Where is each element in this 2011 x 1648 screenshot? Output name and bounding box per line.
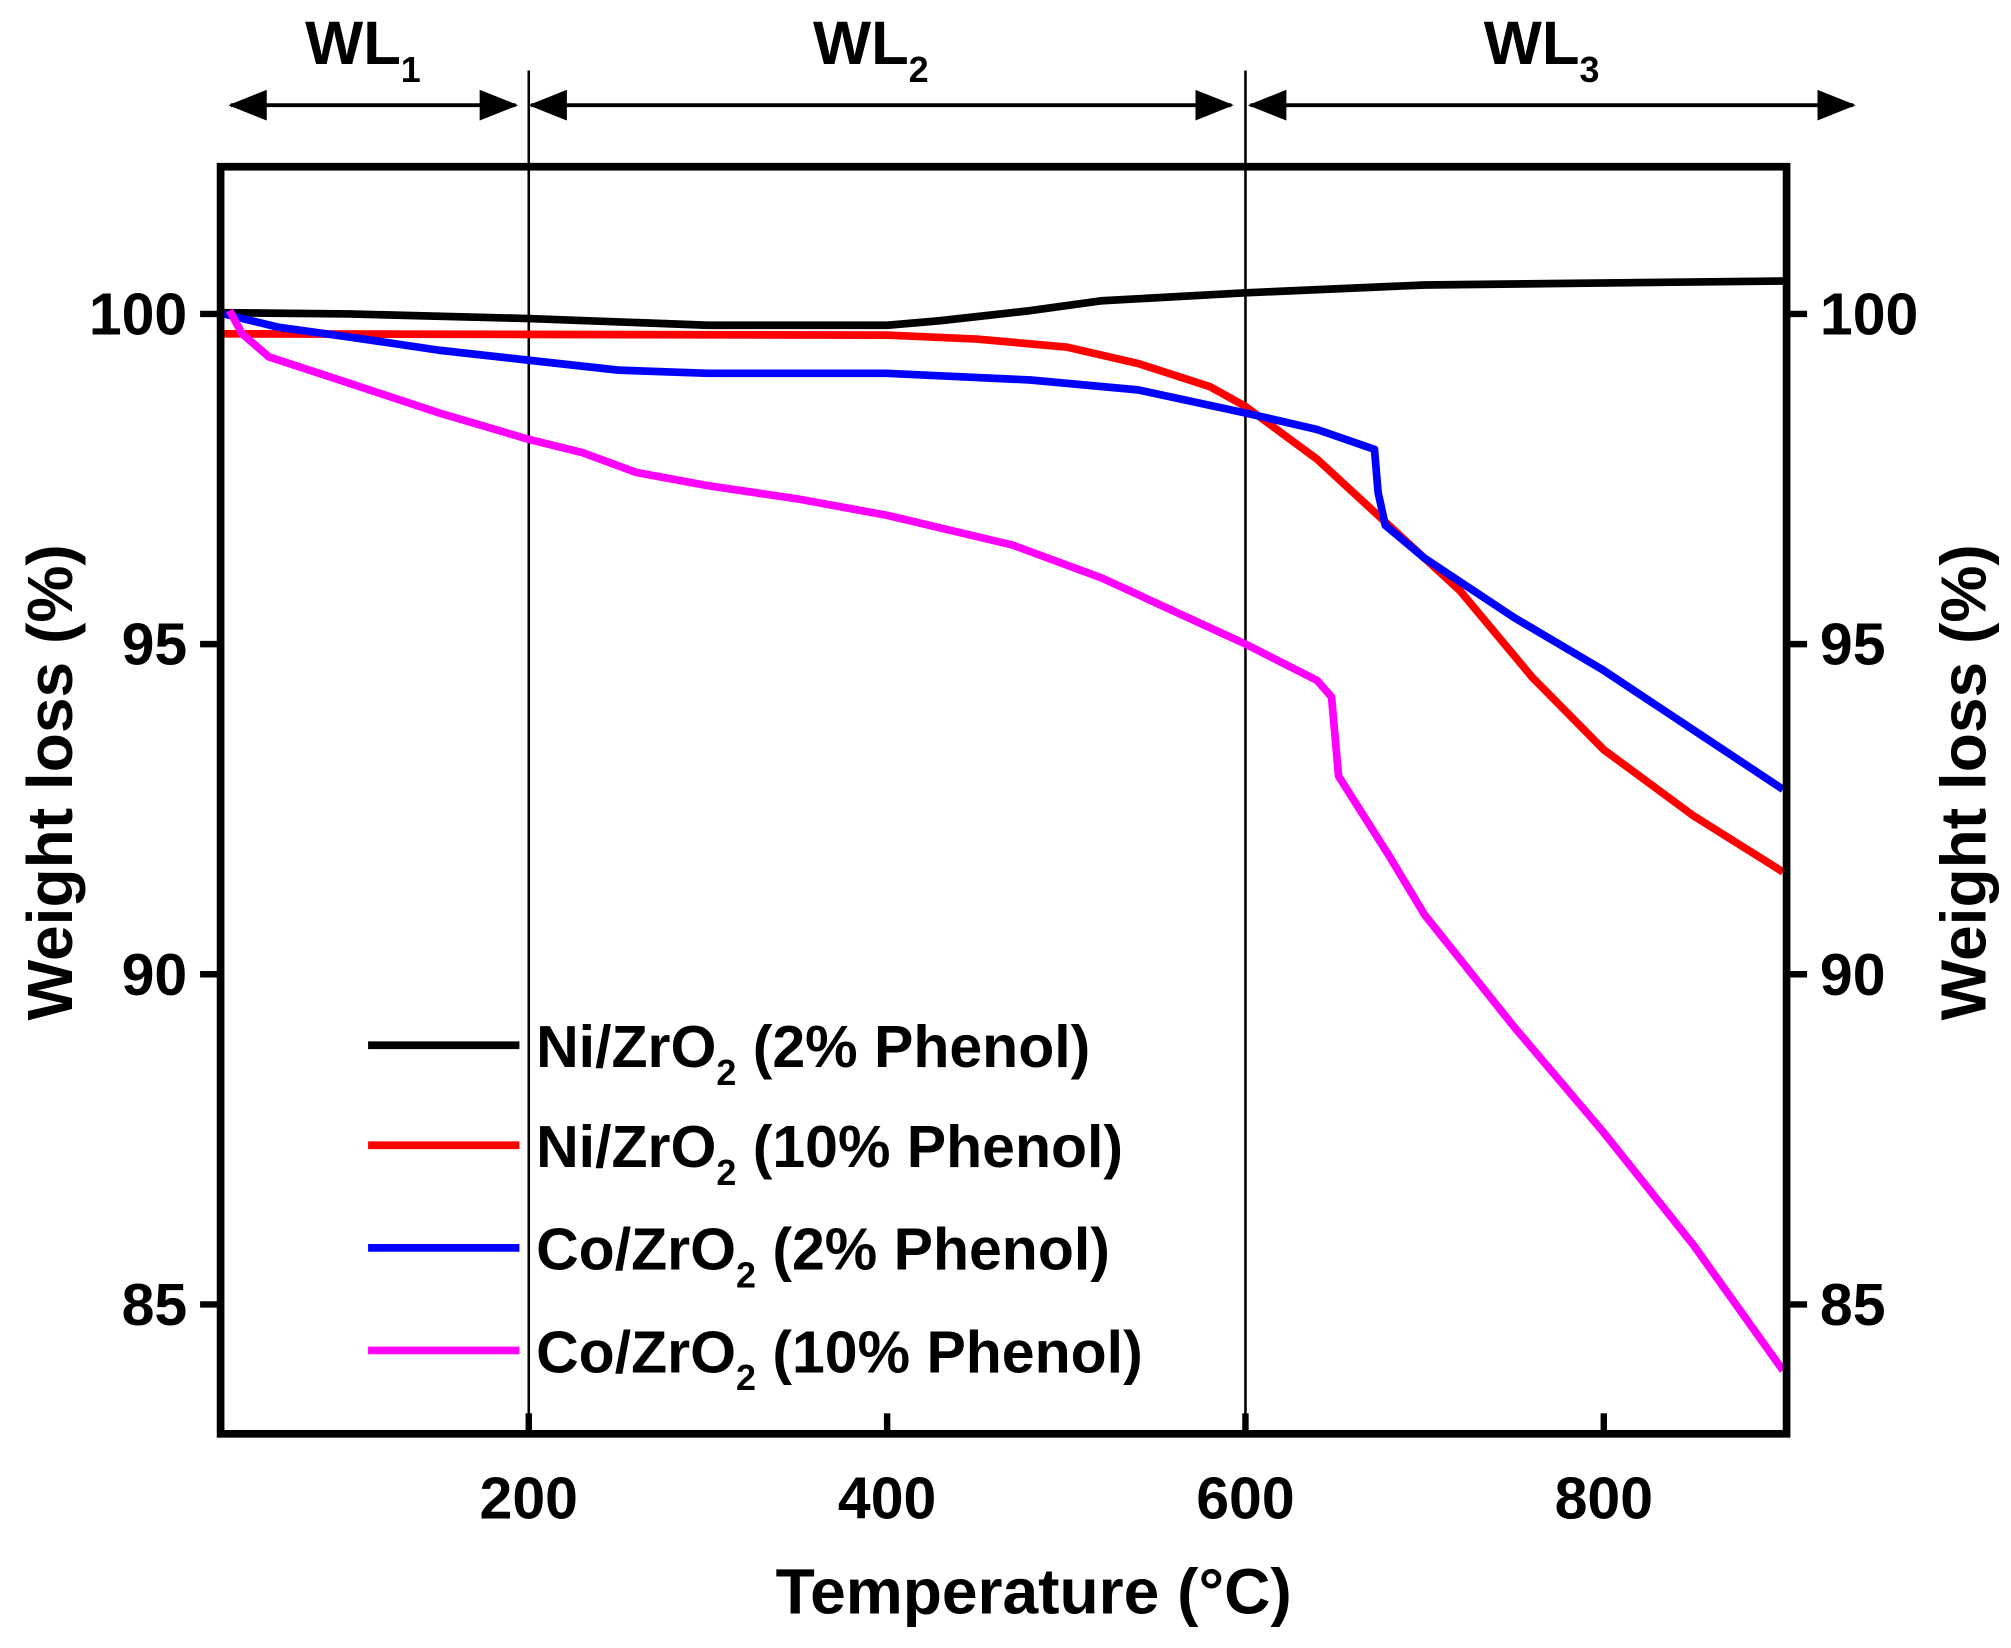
x-tick-label: 800 [1555, 1465, 1653, 1531]
x-tick-label: 400 [838, 1465, 936, 1531]
legend-label: Co/ZrO2 (10% Phenol) [536, 1319, 1143, 1398]
y-axis-label-right: Weight loss (%) [1927, 544, 1999, 1020]
x-axis-label: Temperature (°C) [776, 1555, 1292, 1627]
region-label: WL1 [305, 9, 421, 90]
y-axis-label: Weight loss (%) [14, 544, 86, 1020]
y-tick-label: 100 [89, 281, 187, 347]
plot-frame [216, 162, 1791, 1438]
region-label: WL3 [1484, 9, 1600, 90]
region-label: WL2 [813, 9, 929, 90]
legend-label: Ni/ZrO2 (10% Phenol) [536, 1114, 1123, 1193]
legend-label: Ni/ZrO2 (2% Phenol) [536, 1014, 1090, 1093]
series-line [226, 308, 1787, 1373]
y-tick-label: 90 [122, 942, 188, 1008]
series-line [224, 329, 1786, 876]
series-line [223, 310, 1786, 793]
y-tick-label: 85 [122, 1272, 188, 1338]
series-line [224, 277, 1784, 330]
legend-label: Co/ZrO2 (2% Phenol) [536, 1217, 1110, 1296]
x-tick-label: 600 [1196, 1465, 1294, 1531]
y-tick-label: 95 [122, 612, 188, 678]
x-tick-label: 200 [480, 1465, 578, 1531]
y-tick-label-right: 100 [1820, 281, 1918, 347]
y-tick-label-right: 85 [1820, 1272, 1886, 1338]
y-tick-label-right: 95 [1820, 612, 1886, 678]
y-tick-label-right: 90 [1820, 942, 1886, 1008]
